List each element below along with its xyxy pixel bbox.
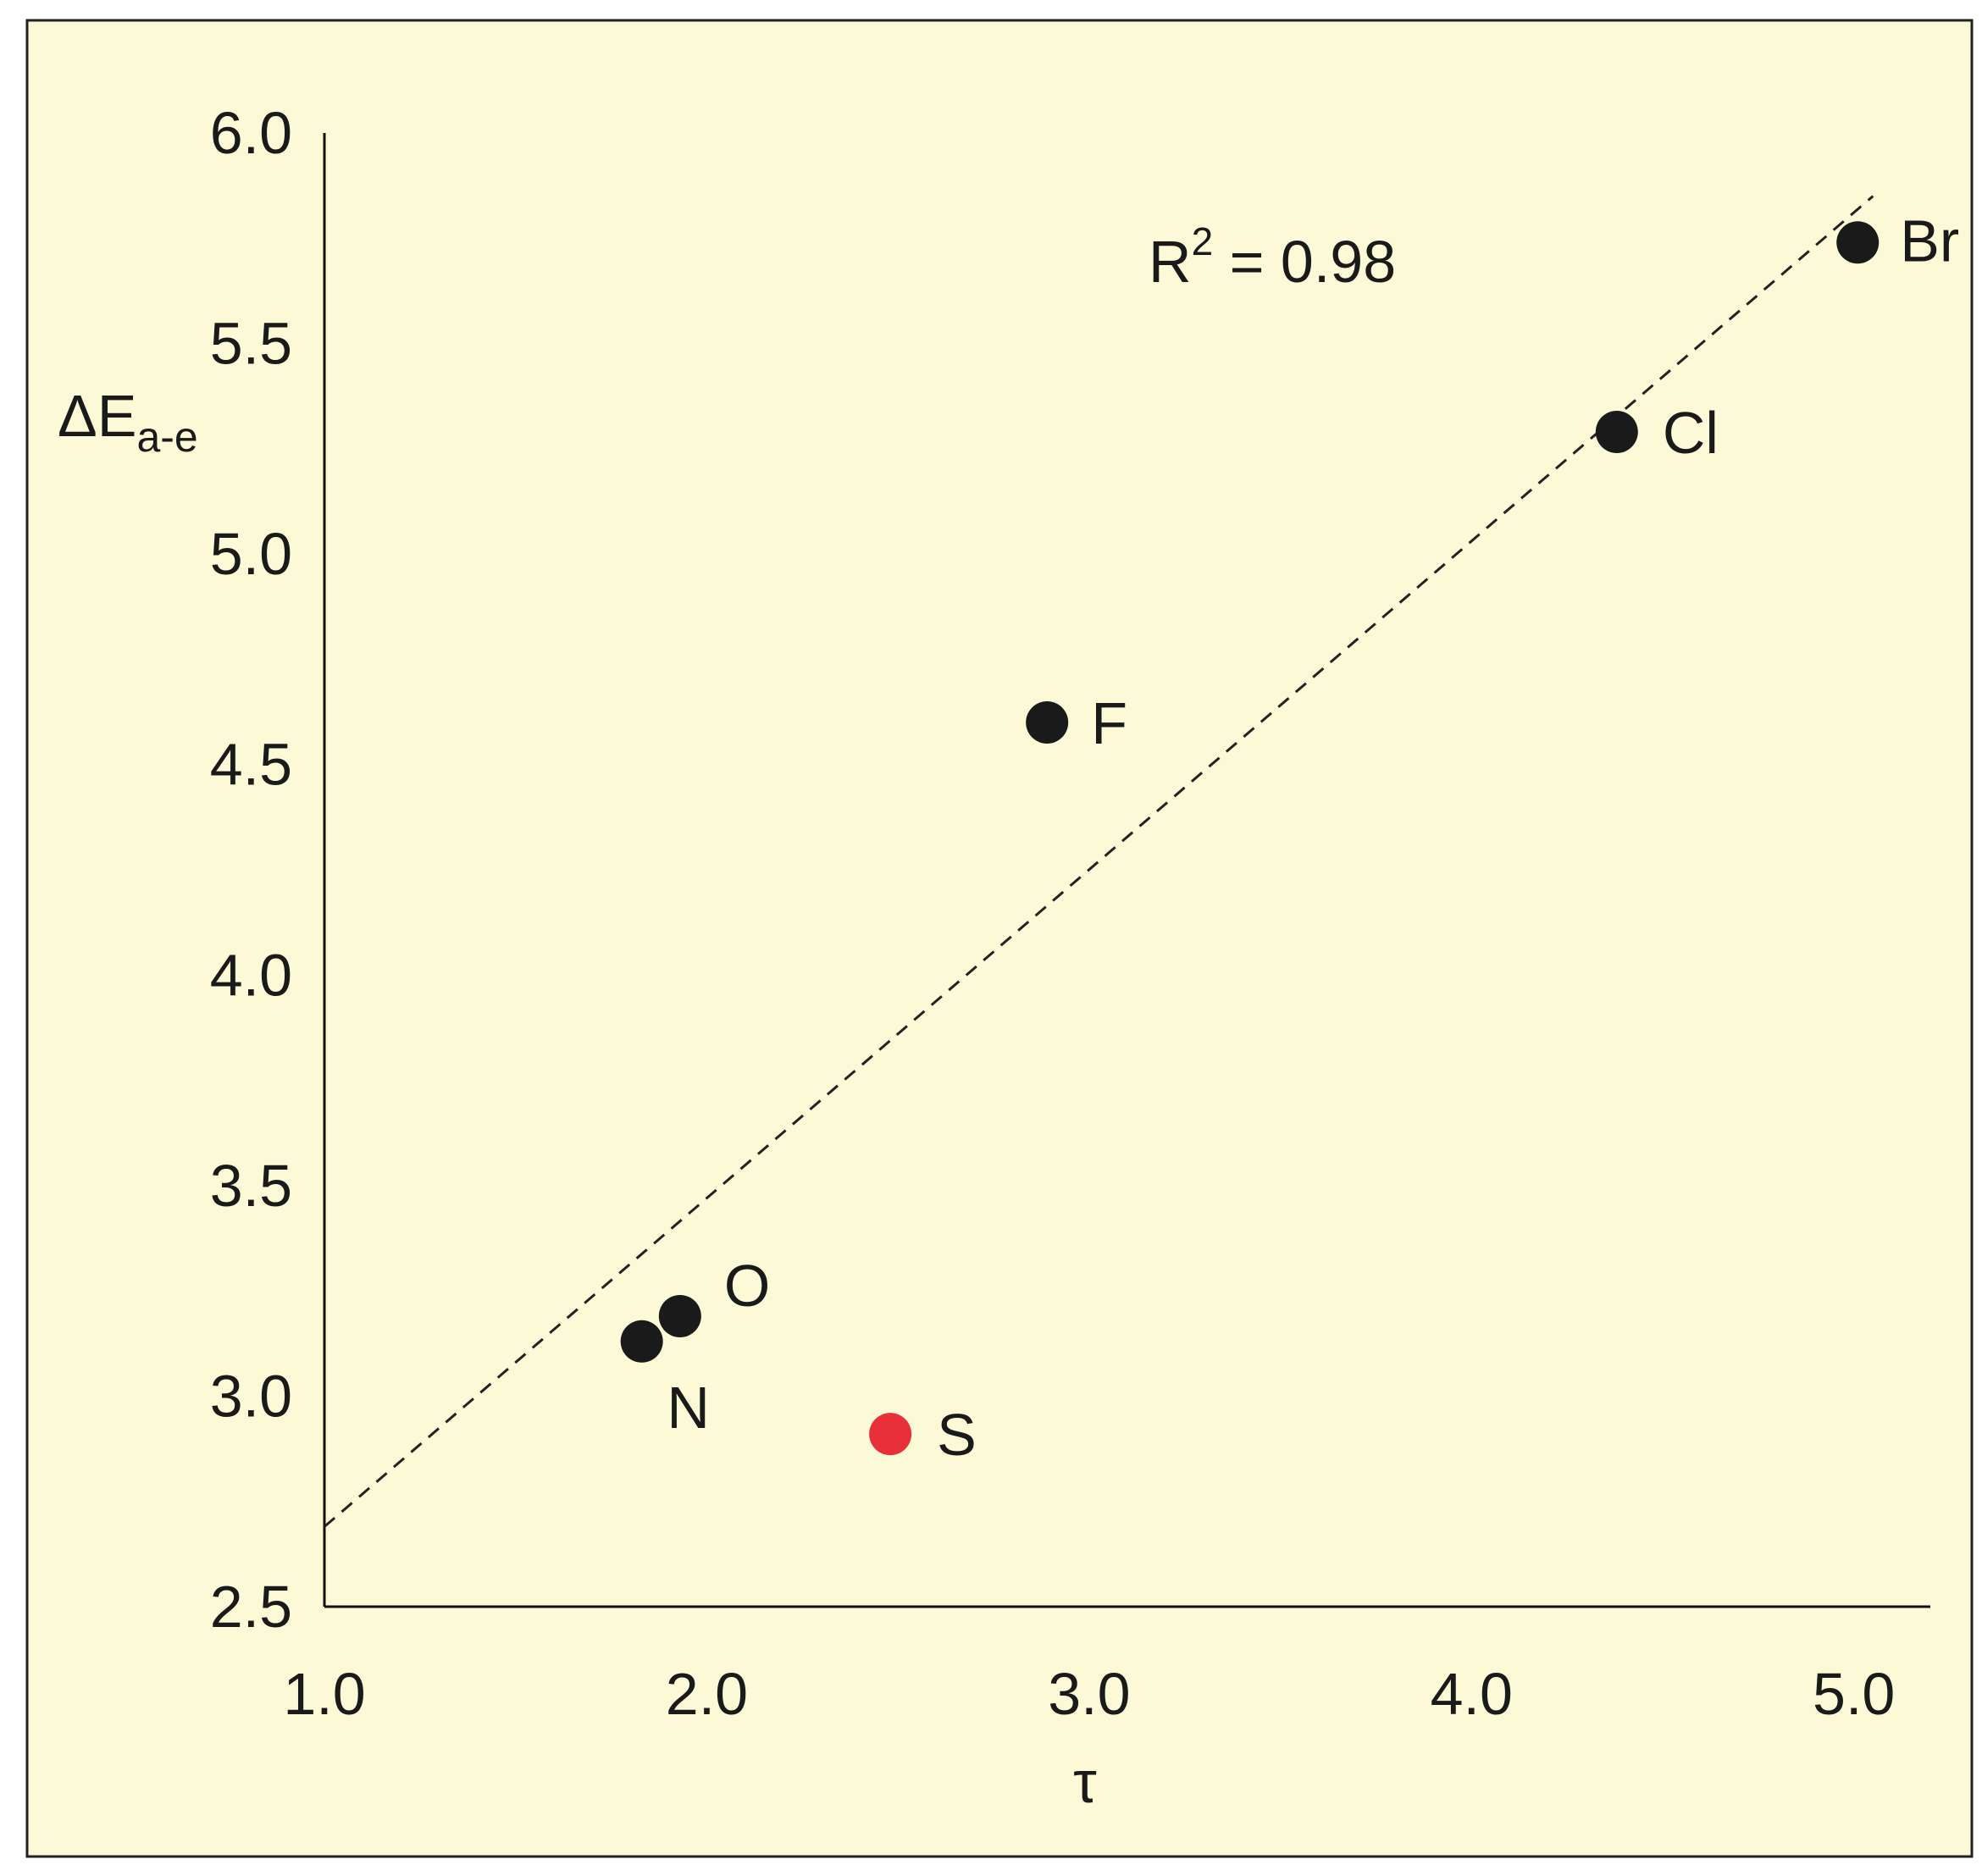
data-point-o bbox=[658, 1294, 701, 1337]
y-axis-title-subscript: a-e bbox=[136, 413, 197, 461]
y-tick-label: 5.5 bbox=[210, 311, 292, 377]
tick-labels: 1.0 2.0 3.0 4.0 5.0 2.5 3.0 3.5 4.0 4.5 5.0 5.5 6.0 bbox=[210, 100, 1896, 1727]
y-tick-label: 4.5 bbox=[210, 732, 292, 798]
y-tick-label: 5.0 bbox=[210, 521, 292, 587]
point-label-s: S bbox=[937, 1402, 977, 1468]
point-label-f: F bbox=[1091, 690, 1127, 756]
y-tick-label: 3.5 bbox=[210, 1153, 292, 1219]
y-tick-label: 2.5 bbox=[210, 1574, 292, 1640]
data-point-n bbox=[620, 1320, 663, 1363]
data-point-s bbox=[869, 1413, 912, 1456]
x-tick-label: 5.0 bbox=[1813, 1661, 1895, 1727]
y-tick-label: 4.0 bbox=[210, 942, 292, 1008]
y-tick-label: 6.0 bbox=[210, 100, 292, 166]
point-label-br: Br bbox=[1900, 208, 1959, 274]
y-axis-title-main: ΔE bbox=[58, 383, 136, 449]
axes bbox=[323, 133, 1930, 1608]
r-squared-superscript: 2 bbox=[1192, 219, 1214, 263]
data-point-br bbox=[1836, 221, 1880, 264]
y-axis-title: ΔEa-e bbox=[58, 383, 198, 461]
y-tick-label: 3.0 bbox=[210, 1363, 292, 1429]
point-labels: NO S F Cl Br bbox=[667, 208, 1959, 1468]
r-squared-annotation: R2 = 0.98 bbox=[1149, 219, 1396, 295]
x-tick-label: 2.0 bbox=[666, 1661, 748, 1727]
r-squared-main: R bbox=[1149, 229, 1192, 295]
data-point-f bbox=[1026, 701, 1069, 744]
r-squared-value: = 0.98 bbox=[1213, 229, 1396, 295]
data-point-cl bbox=[1595, 410, 1638, 453]
x-tick-label: 1.0 bbox=[283, 1661, 365, 1727]
point-label-n: N bbox=[667, 1375, 710, 1441]
data-points bbox=[620, 221, 1880, 1456]
x-axis-title: τ bbox=[1073, 1749, 1097, 1815]
point-label-o: O bbox=[724, 1253, 770, 1319]
chart-background bbox=[25, 19, 1974, 1858]
x-tick-label: 3.0 bbox=[1048, 1661, 1130, 1727]
point-label-cl: Cl bbox=[1663, 400, 1719, 466]
x-tick-label: 4.0 bbox=[1431, 1661, 1513, 1727]
